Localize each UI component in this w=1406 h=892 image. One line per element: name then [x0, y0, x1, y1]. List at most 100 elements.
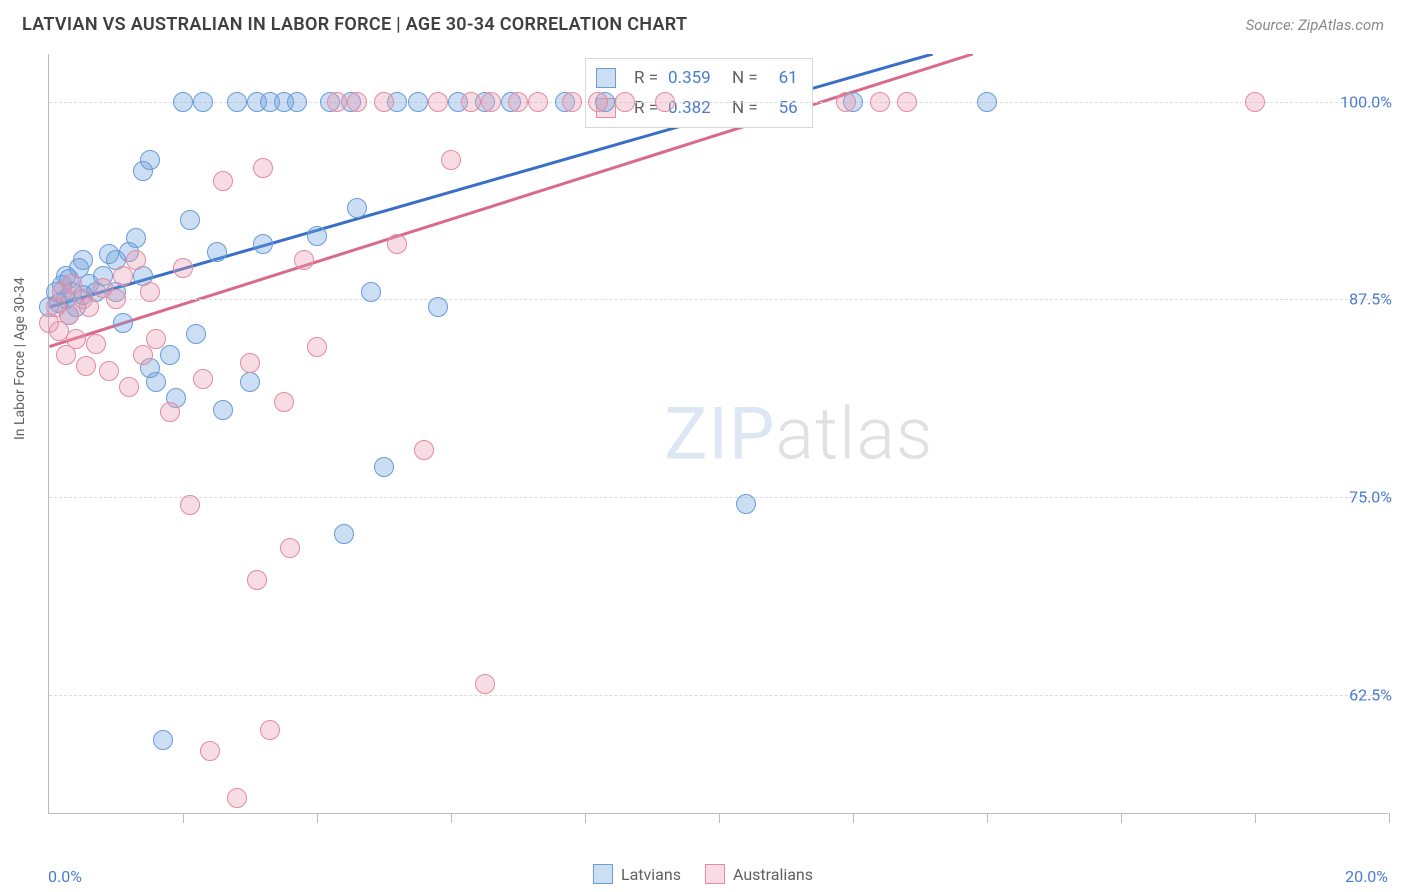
data-point [307, 226, 327, 246]
watermark: ZIPatlas [664, 391, 933, 476]
data-point [374, 92, 394, 112]
data-point [180, 495, 200, 515]
data-point [387, 234, 407, 254]
data-point [79, 297, 99, 317]
data-point [73, 250, 93, 270]
data-point [441, 150, 461, 170]
y-axis-label: In Labor Force | Age 30-34 [12, 277, 28, 440]
swatch-icon [705, 864, 725, 884]
data-point [140, 150, 160, 170]
watermark-atlas: atlas [775, 391, 933, 476]
data-point [294, 250, 314, 270]
swatch-icon [596, 68, 616, 88]
data-point [227, 788, 247, 808]
x-axis-max-label: 20.0% [1345, 867, 1388, 886]
grid-line [49, 497, 1388, 498]
data-point [481, 92, 501, 112]
data-point [361, 282, 381, 302]
data-point [133, 345, 153, 365]
x-tick [987, 813, 988, 823]
data-point [66, 329, 86, 349]
y-tick-label: 75.0% [1349, 488, 1392, 507]
data-point [119, 377, 139, 397]
x-tick [317, 813, 318, 823]
data-point [588, 92, 608, 112]
data-point [207, 242, 227, 262]
data-point [160, 402, 180, 422]
x-tick [451, 813, 452, 823]
data-point [240, 353, 260, 373]
legend-r-value: 0.382 [668, 93, 722, 123]
data-point [260, 720, 280, 740]
data-point [334, 524, 354, 544]
legend-r-value: 0.359 [668, 63, 722, 93]
data-point [186, 324, 206, 344]
data-point [227, 92, 247, 112]
data-point [736, 494, 756, 514]
x-tick [183, 813, 184, 823]
legend-label: Australians [733, 865, 813, 884]
data-point [562, 92, 582, 112]
data-point [106, 289, 126, 309]
legend-n-label: N = [732, 63, 758, 93]
data-point [99, 361, 119, 381]
regression-lines [49, 54, 1388, 813]
data-point [173, 258, 193, 278]
data-point [655, 92, 675, 112]
x-tick [585, 813, 586, 823]
data-point [193, 369, 213, 389]
data-point [86, 334, 106, 354]
data-point [253, 158, 273, 178]
data-point [213, 400, 233, 420]
data-point [528, 92, 548, 112]
x-tick [853, 813, 854, 823]
data-point [414, 440, 434, 460]
chart-title: LATVIAN VS AUSTRALIAN IN LABOR FORCE | A… [22, 14, 687, 35]
legend-row: R = 0.359N = 61 [596, 63, 798, 93]
data-point [180, 210, 200, 230]
data-point [475, 674, 495, 694]
legend-label: Latvians [621, 865, 681, 884]
data-point [977, 92, 997, 112]
data-point [408, 92, 428, 112]
x-tick [1121, 813, 1122, 823]
data-point [615, 92, 635, 112]
data-point [200, 741, 220, 761]
data-point [146, 372, 166, 392]
data-point [347, 92, 367, 112]
data-point [347, 198, 367, 218]
data-point [113, 266, 133, 286]
data-point [428, 297, 448, 317]
data-point [870, 92, 890, 112]
x-tick [1255, 813, 1256, 823]
scatter-chart: ZIPatlas R = 0.359N = 61R = 0.382N = 56 [48, 54, 1388, 814]
data-point [287, 92, 307, 112]
data-point [173, 92, 193, 112]
y-tick-label: 62.5% [1349, 686, 1392, 705]
data-point [1245, 92, 1265, 112]
grid-line [49, 299, 1388, 300]
data-point [213, 171, 233, 191]
series-legend: Latvians Australians [593, 864, 813, 884]
data-point [897, 92, 917, 112]
data-point [428, 92, 448, 112]
legend-n-label: N = [732, 93, 758, 123]
data-point [153, 730, 173, 750]
data-point [240, 372, 260, 392]
data-point [113, 313, 133, 333]
legend-item-australians: Australians [705, 864, 813, 884]
data-point [76, 356, 96, 376]
data-point [280, 538, 300, 558]
y-tick-label: 87.5% [1349, 290, 1392, 309]
legend-r-label: R = [634, 63, 658, 93]
data-point [836, 92, 856, 112]
data-point [253, 234, 273, 254]
data-point [126, 250, 146, 270]
x-axis-min-label: 0.0% [48, 867, 82, 886]
data-point [140, 282, 160, 302]
data-point [160, 345, 180, 365]
legend-r-label: R = [634, 93, 658, 123]
x-tick [719, 813, 720, 823]
x-tick [1389, 813, 1390, 823]
data-point [59, 305, 79, 325]
